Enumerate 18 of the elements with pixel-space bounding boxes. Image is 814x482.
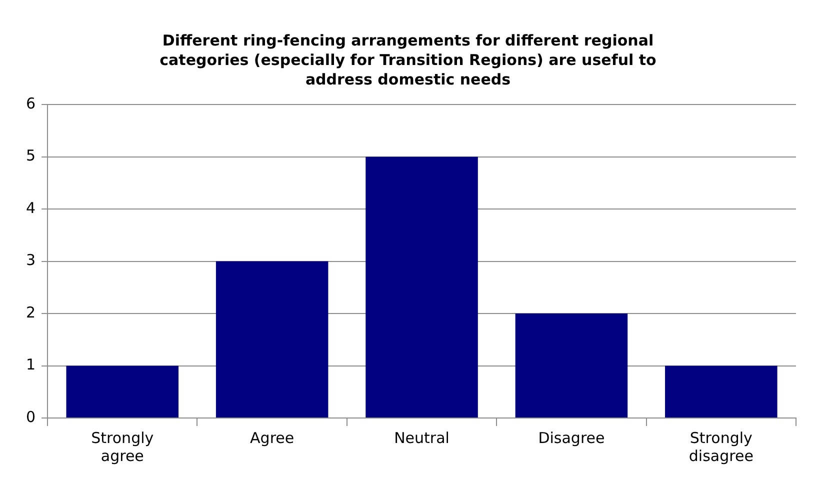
bar	[216, 261, 328, 418]
y-tick-label: 3	[26, 251, 36, 270]
y-tick-label: 1	[26, 356, 36, 374]
chart-title: Different ring-fencing arrangements for different regional categories (especially for Transition Regions) are useful to address domestic needs	[160, 32, 656, 89]
y-tick-label: 6	[26, 94, 36, 112]
bar	[665, 366, 778, 418]
x-tick-label: Strongly agree	[91, 428, 154, 465]
bar	[366, 156, 478, 418]
x-tick-label: Strongly disagree	[688, 428, 754, 465]
bar	[66, 366, 179, 418]
y-tick-label: 5	[26, 146, 36, 165]
x-tick-label: Neutral	[394, 428, 450, 447]
y-tick-label: 4	[26, 198, 36, 217]
y-tick-label: 0	[26, 408, 36, 426]
x-tick-label: Disagree	[538, 428, 605, 447]
bar	[515, 314, 628, 418]
y-tick-label: 2	[26, 303, 36, 322]
x-tick-label: Agree	[250, 428, 294, 447]
